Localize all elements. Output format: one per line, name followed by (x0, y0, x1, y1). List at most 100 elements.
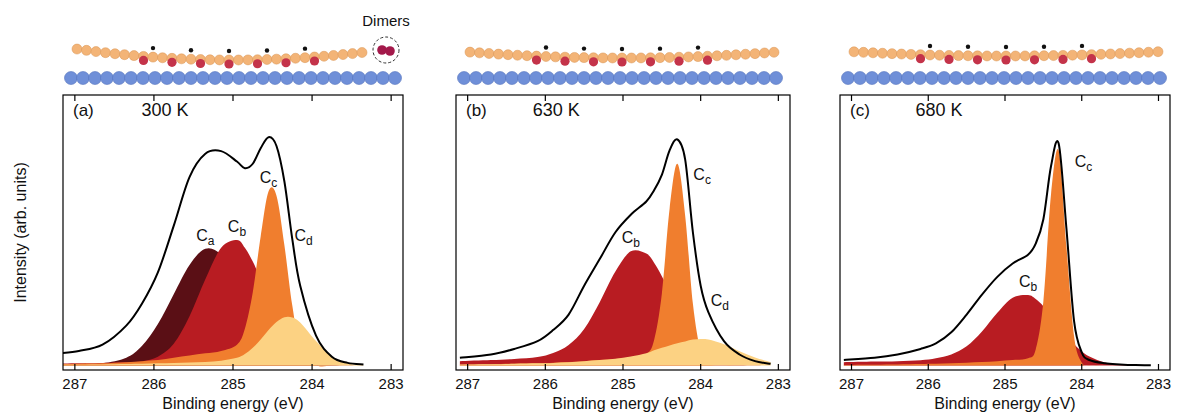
carbon-atom (992, 51, 1002, 61)
x-tick-top (1081, 95, 1082, 101)
substrate-atom (389, 72, 402, 85)
bonded-atom (646, 57, 655, 66)
bonded-atom (1001, 55, 1010, 64)
bonded-atom (617, 57, 626, 66)
substrate-atom (341, 72, 354, 85)
substrate-atom (1058, 72, 1071, 85)
carbon-atom (148, 52, 158, 62)
substrate-atom (734, 72, 747, 85)
x-tick-top (1004, 95, 1005, 101)
substrate-atom (626, 72, 639, 85)
carbon-atom (234, 55, 244, 65)
x-tick (778, 364, 779, 370)
substrate-atom (962, 72, 975, 85)
substrate-atom (1154, 72, 1167, 85)
plot-area (844, 141, 1151, 366)
envelope-line (63, 137, 363, 364)
x-tick-top (311, 95, 312, 101)
figure: Dimers287286285284283Binding energy (eV)… (0, 0, 1182, 418)
bonded-atom (281, 58, 290, 67)
substrate-atom (518, 72, 531, 85)
substrate-atom (554, 72, 567, 85)
x-tick-top (700, 95, 701, 101)
carbon-atom (982, 51, 992, 61)
x-tick-top (232, 95, 233, 101)
component-label: Cb (1019, 273, 1038, 294)
carbon-atom (897, 49, 907, 59)
substrate-atom (482, 72, 495, 85)
panel-label: (a) (73, 101, 94, 120)
plot-area (460, 139, 771, 366)
x-tick (1081, 364, 1082, 370)
x-axis-title: Binding energy (eV) (162, 395, 303, 412)
component-label: Cb (228, 218, 247, 239)
x-axis-title: Binding energy (eV) (934, 395, 1075, 412)
x-tick-label: 286 (141, 375, 166, 392)
substrate-atom (578, 72, 591, 85)
component-label: Ca (196, 227, 215, 248)
carbon-atom (636, 53, 646, 63)
component-label: Cd (294, 227, 312, 248)
adsorbate (265, 48, 269, 52)
carbon-atom (338, 50, 348, 60)
carbon-atom (741, 49, 751, 59)
substrate-atom (878, 72, 891, 85)
substrate-atom (950, 72, 963, 85)
x-tick (851, 364, 852, 370)
substrate-atom (902, 72, 915, 85)
substrate-atom (1070, 72, 1083, 85)
structure-illustration (458, 45, 783, 84)
adsorbate (1042, 45, 1046, 49)
adsorbate (227, 49, 231, 53)
substrate-atom (1082, 72, 1095, 85)
substrate-atom (758, 72, 771, 85)
bonded-atom (310, 56, 319, 65)
substrate-atom (506, 72, 519, 85)
substrate-atom (209, 72, 222, 85)
carbon-atom (684, 52, 694, 62)
bonded-atom (973, 55, 982, 64)
carbon-atom (110, 49, 120, 59)
component-area (460, 164, 771, 366)
carbon-atom (1153, 47, 1163, 57)
x-tick-top (391, 95, 392, 101)
carbon-atom (608, 53, 618, 63)
bonded-atom (224, 59, 233, 68)
envelope-line (844, 141, 1151, 365)
x-tick (1158, 364, 1159, 370)
substrate-atom (1130, 72, 1143, 85)
substrate-atom (614, 72, 627, 85)
carbon-atom (1106, 49, 1116, 59)
x-tick-label: 287 (455, 375, 480, 392)
carbon-atom (475, 48, 485, 58)
bonded-atom (703, 56, 712, 65)
component-label: Cb (622, 229, 641, 250)
carbon-atom (760, 48, 770, 58)
carbon-atom (513, 50, 523, 60)
carbon-atom (859, 47, 869, 57)
bonded-atom (560, 57, 569, 66)
adsorbate (620, 47, 624, 51)
x-tick (311, 364, 312, 370)
carbon-atom (1125, 48, 1135, 58)
bonded-atom (253, 59, 262, 68)
adsorbate (928, 44, 932, 48)
carbon-atom (551, 52, 561, 62)
substrate-atom (854, 72, 867, 85)
carbon-atom (272, 54, 282, 64)
adsorbate (1004, 45, 1008, 49)
component-area (460, 339, 771, 366)
substrate-atom (77, 72, 90, 85)
x-tick-top (622, 95, 623, 101)
carbon-atom (963, 51, 973, 61)
substrate-atom (125, 72, 138, 85)
component-area (844, 149, 1151, 366)
substrate-atom (233, 72, 246, 85)
carbon-atom (1096, 49, 1106, 59)
substrate-atom (842, 72, 855, 85)
x-tick (700, 364, 701, 370)
plot-frame (840, 95, 1170, 370)
substrate-atom (914, 72, 927, 85)
carbon-atom (158, 53, 168, 63)
structure-illustration (842, 44, 1167, 85)
